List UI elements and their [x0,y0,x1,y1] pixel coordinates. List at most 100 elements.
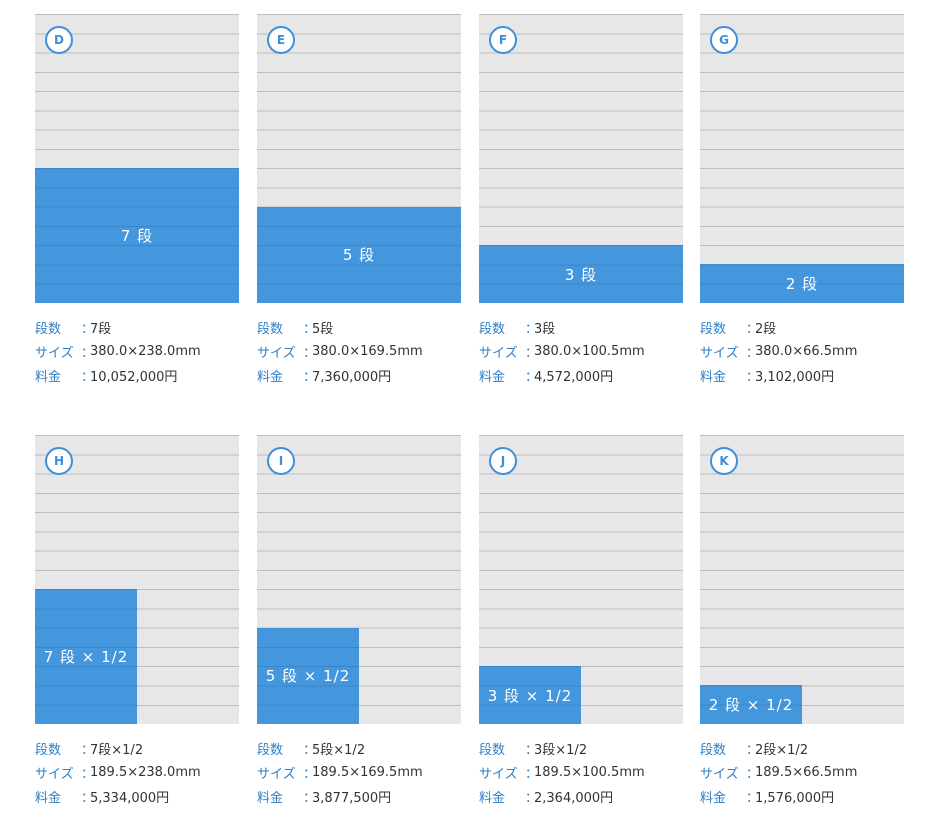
dan-row: 段数 ： 3段×1/2 [479,736,683,760]
ad-block: 3 段 [479,245,683,303]
dan-key: 段数 [479,321,506,337]
size-colon: ： [303,766,317,782]
card-id-badge: J [489,447,517,475]
size-key: サイズ [700,345,739,361]
price-key: 料金 [700,369,727,385]
dan-row: 段数 ： 2段 [700,315,904,339]
size-colon: ： [81,345,95,361]
size-colon: ： [746,345,760,361]
price-value: 1,576,000円 [755,790,835,806]
dan-colon: ： [746,321,760,337]
size-key: サイズ [35,345,74,361]
card-id-badge: D [45,26,73,54]
ad-card-g: G 2 段 段数 ： 2段 サイズ ： 380.0×66.5mm 料金 ： 3,… [700,14,904,387]
dan-value: 5段×1/2 [312,742,366,758]
size-row: サイズ ： 189.5×66.5mm [700,760,904,784]
price-key: 料金 [479,369,506,385]
dan-row: 段数 ： 5段 [257,315,461,339]
ad-diagram: K 2 段 × 1/2 [700,435,904,724]
price-colon: ： [525,369,539,385]
dan-value: 2段 [755,321,777,337]
dan-value: 7段 [90,321,112,337]
size-key: サイズ [257,345,296,361]
price-row: 料金 ： 2,364,000円 [479,784,683,808]
ad-info: 段数 ： 3段 サイズ ： 380.0×100.5mm 料金 ： 4,572,0… [479,315,683,387]
dan-colon: ： [746,742,760,758]
dan-row: 段数 ： 3段 [479,315,683,339]
dan-key: 段数 [35,742,62,758]
dan-value: 2段×1/2 [755,742,809,758]
price-row: 料金 ： 3,102,000円 [700,363,904,387]
price-colon: ： [81,790,95,806]
ad-card-j: J 3 段 × 1/2 段数 ： 3段×1/2 サイズ ： 189.5×100.… [479,435,683,808]
ad-info: 段数 ： 2段 サイズ ： 380.0×66.5mm 料金 ： 3,102,00… [700,315,904,387]
dan-colon: ： [81,742,95,758]
price-value: 2,364,000円 [534,790,614,806]
ad-info: 段数 ： 5段 サイズ ： 380.0×169.5mm 料金 ： 7,360,0… [257,315,461,387]
size-value: 189.5×169.5mm [312,764,423,780]
price-colon: ： [525,790,539,806]
price-colon: ： [303,790,317,806]
ad-info: 段数 ： 7段×1/2 サイズ ： 189.5×238.0mm 料金 ： 5,3… [35,736,239,808]
size-row: サイズ ： 189.5×238.0mm [35,760,239,784]
price-key: 料金 [257,790,284,806]
ad-diagram: F 3 段 [479,14,683,303]
price-value: 10,052,000円 [90,369,178,385]
price-colon: ： [746,369,760,385]
ad-card-h: H 7 段 × 1/2 段数 ： 7段×1/2 サイズ ： 189.5×238.… [35,435,239,808]
ad-block: 7 段 [35,168,239,303]
ad-block: 2 段 [700,264,904,303]
dan-colon: ： [81,321,95,337]
dan-key: 段数 [257,742,284,758]
ad-block-label: 5 段 × 1/2 [265,667,351,686]
size-value: 189.5×238.0mm [90,764,201,780]
price-key: 料金 [700,790,727,806]
price-key: 料金 [257,369,284,385]
dan-key: 段数 [700,742,727,758]
size-key: サイズ [700,766,739,782]
dan-row: 段数 ： 5段×1/2 [257,736,461,760]
price-row: 料金 ： 4,572,000円 [479,363,683,387]
ad-block-label: 3 段 × 1/2 [487,686,573,705]
ad-card-k: K 2 段 × 1/2 段数 ： 2段×1/2 サイズ ： 189.5×66.5… [700,435,904,808]
ad-block: 7 段 × 1/2 [35,589,137,724]
price-key: 料金 [479,790,506,806]
size-colon: ： [303,345,317,361]
card-id-badge: K [710,447,738,475]
size-value: 380.0×100.5mm [534,343,645,359]
ad-card-e: E 5 段 段数 ： 5段 サイズ ： 380.0×169.5mm 料金 ： 7… [257,14,461,387]
size-row: サイズ ： 380.0×238.0mm [35,339,239,363]
size-key: サイズ [257,766,296,782]
dan-value: 3段×1/2 [534,742,588,758]
price-value: 4,572,000円 [534,369,614,385]
ad-info: 段数 ： 5段×1/2 サイズ ： 189.5×169.5mm 料金 ： 3,8… [257,736,461,808]
ad-block-label: 3 段 [564,265,598,284]
dan-colon: ： [525,321,539,337]
dan-key: 段数 [700,321,727,337]
price-row: 料金 ： 3,877,500円 [257,784,461,808]
price-colon: ： [81,369,95,385]
price-value: 3,877,500円 [312,790,392,806]
size-colon: ： [746,766,760,782]
card-id-badge: G [710,26,738,54]
price-row: 料金 ： 5,334,000円 [35,784,239,808]
card-id-badge: I [267,447,295,475]
dan-value: 7段×1/2 [90,742,144,758]
price-value: 3,102,000円 [755,369,835,385]
size-value: 380.0×169.5mm [312,343,423,359]
size-key: サイズ [35,766,74,782]
size-row: サイズ ： 189.5×100.5mm [479,760,683,784]
ad-diagram: I 5 段 × 1/2 [257,435,461,724]
price-value: 5,334,000円 [90,790,170,806]
ad-block-label: 7 段 [120,227,154,246]
ad-block: 5 段 [257,206,461,303]
dan-row: 段数 ： 7段×1/2 [35,736,239,760]
ad-diagram: D 7 段 [35,14,239,303]
dan-row: 段数 ： 2段×1/2 [700,736,904,760]
size-colon: ： [525,766,539,782]
size-row: サイズ ： 189.5×169.5mm [257,760,461,784]
card-id-badge: H [45,447,73,475]
size-value: 189.5×66.5mm [755,764,858,780]
card-id-badge: E [267,26,295,54]
dan-colon: ： [303,321,317,337]
